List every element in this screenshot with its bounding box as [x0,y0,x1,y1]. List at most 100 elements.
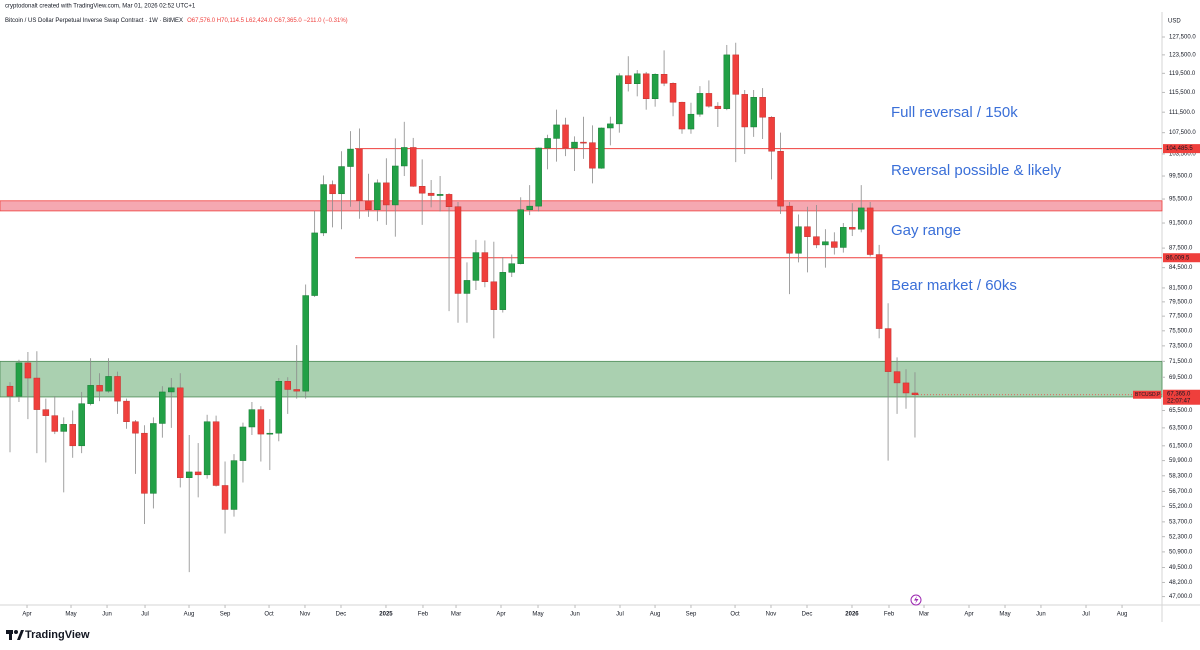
candle-body [454,206,462,294]
candle-body [723,54,731,109]
y-tick-label: 127,500.0 [1169,35,1196,41]
candle-body [230,460,238,510]
y-tick-label: 61,500.0 [1169,443,1193,449]
level-tag-label: 104,485.5 [1166,146,1193,152]
candle-body [472,252,480,281]
plot-area [0,42,1163,573]
candle-body [392,165,399,206]
candle-body [822,241,829,246]
y-tick-label: 99,500.0 [1169,174,1193,180]
y-tick-label: 69,500.0 [1169,375,1193,381]
y-tick-label: 84,500.0 [1169,265,1193,271]
y-tick-label: 111,500.0 [1169,110,1195,116]
candle-body [490,281,498,310]
y-tick-label: 81,500.0 [1169,286,1193,292]
candle-body [248,409,256,428]
y-tick-label: 47,000.0 [1169,594,1193,600]
candle-body [562,124,569,149]
countdown: 22:07:47 [1167,398,1191,404]
y-tick-label: 77,500.0 [1169,314,1193,320]
x-tick-label: Aug [184,612,195,618]
zone [0,360,1163,398]
y-tick-label: 87,500.0 [1169,246,1193,252]
x-tick-label: Sep [220,612,231,618]
candle-body [732,54,740,95]
candle-body [598,127,605,169]
candle-body [526,205,533,210]
candle-body [696,93,704,115]
candle-body [302,295,309,392]
candle-body [427,192,435,196]
candle-body [383,182,390,206]
candle-body [347,148,354,167]
candle-body [185,471,193,478]
x-tick-label: Feb [418,612,429,618]
chart-title: Bitcoin / US Dollar Perpetual Inverse Sw… [5,18,348,24]
candle-body [651,74,659,100]
x-tick-label: Jul [1082,612,1090,618]
candle-body [150,423,157,494]
candle-body [750,97,757,128]
candle-body [15,362,23,397]
candle-body [176,387,184,478]
level-tag-label: 86,009.5 [1166,255,1190,261]
candle-body [624,75,632,84]
x-tick-label: Jun [1036,612,1046,618]
annotation: Full reversal / 150k [891,104,1018,121]
candle-body [266,432,274,435]
brand: TradingView [25,629,90,641]
candle-body [840,227,847,248]
y-tick-label: 49,500.0 [1169,565,1193,571]
candle-body [96,385,103,392]
x-tick-label: Jul [616,612,624,618]
candle-body [499,272,507,310]
candle-body [463,280,471,294]
x-tick-label: Apr [496,612,505,618]
x-tick-label: 2025 [379,612,393,618]
price-tag-label: 67,365.0 [1167,391,1191,397]
candle-body [902,382,910,394]
y-tick-label: 63,500.0 [1169,425,1193,431]
candle-body [239,426,247,461]
candle-body [212,421,220,486]
brand-logo [6,630,24,640]
candle-body [544,138,551,149]
y-tick-label: 58,300.0 [1169,473,1193,479]
symbol-title: Bitcoin / US Dollar Perpetual Inverse Sw… [5,18,183,24]
y-tick-label: 50,900.0 [1169,549,1193,555]
candle-body [6,385,14,397]
x-tick-label: Jul [141,612,149,618]
candle-body [409,147,417,187]
candle-body [123,400,130,422]
candle-body [553,124,560,139]
candle-body [105,376,112,392]
event-icon-bolt [914,596,919,604]
x-tick-label: Aug [1117,612,1128,618]
candle-body [741,94,748,128]
x-tick-label: Sep [686,612,697,618]
candle-body [875,254,883,329]
candle-body [293,389,300,392]
candle-body [535,147,542,207]
level-tag [1163,253,1200,263]
x-tick-label: May [65,612,76,618]
candle-body [678,101,686,130]
y-tick-label: 79,500.0 [1169,299,1193,305]
y-tick-label: 91,500.0 [1169,221,1193,227]
candle-body [69,424,76,447]
candle-body [194,471,202,476]
candle-body [275,381,283,434]
y-tick-label: 56,700.0 [1169,489,1193,495]
candle-body [42,409,50,416]
x-tick-label: Jun [102,612,112,618]
x-tick-label: Oct [264,612,274,618]
candle-body [508,263,516,273]
candle-body [616,75,623,125]
candle-body [60,424,68,432]
level-tag [1163,144,1200,154]
y-tick-label: 95,500.0 [1169,197,1193,203]
y-tick-label: 119,500.0 [1169,71,1196,77]
candle-body [320,184,327,234]
